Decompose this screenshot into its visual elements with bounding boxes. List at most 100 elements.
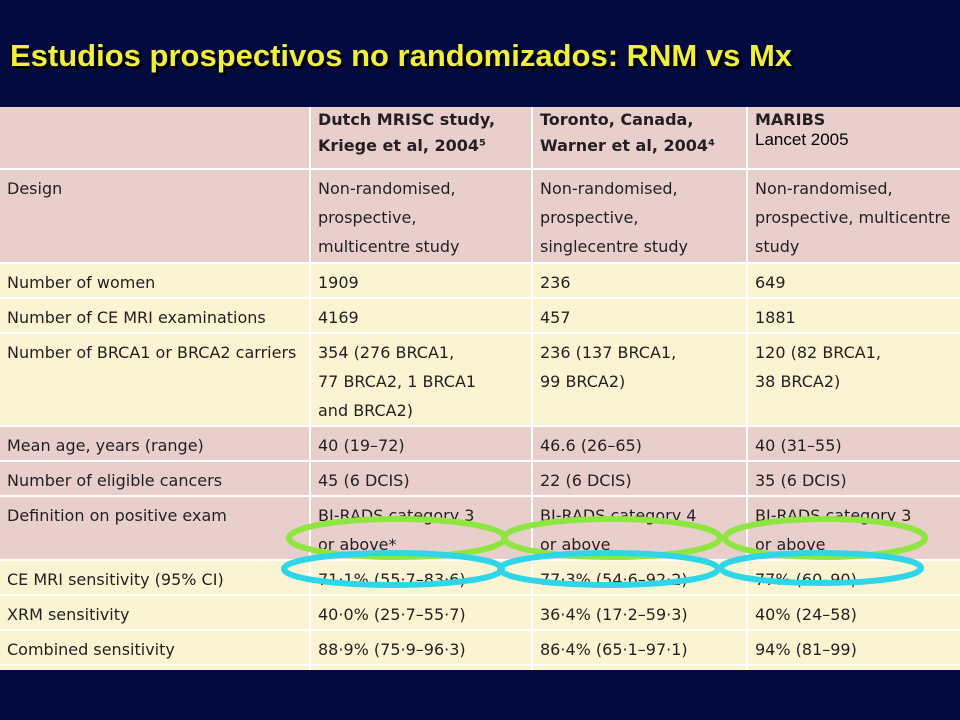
cell-line: 77 BRCA2, 1 BRCA1: [318, 372, 477, 391]
cell-line: 40 (31–55): [755, 436, 842, 455]
table-cell: 236 (137 BRCA1, 99 BRCA2): [531, 333, 747, 427]
cell-line: singlecentre study: [540, 237, 688, 256]
cell-line: Warner et al, 2004⁴: [540, 136, 716, 155]
table-cell: 354 (276 BRCA1, 77 BRCA2, 1 BRCA1 and BRCA…: [309, 333, 532, 427]
table-row: Mean age, years (range) 40 (19–72) 46.6 (2…: [0, 426, 960, 462]
cell-line: 77·3% (54·6–92·2): [540, 570, 688, 589]
table-row: XRM sensitivity 40·0% (25·7–55·7) 36·4% (1…: [0, 595, 960, 631]
cell-line: Kriege et al, 2004⁵: [318, 136, 487, 155]
table-cell: 77·3% (54·6–92·2): [531, 560, 747, 596]
cell-line: or above*: [318, 535, 397, 554]
table-row: Number of CE MRI examinations 4169 457 1881: [0, 298, 960, 334]
cell-line: XRM sensitivity: [7, 605, 130, 624]
cell-line: Number of women: [7, 273, 156, 292]
table-row: Definition on positive exam BI-RADS categ…: [0, 496, 960, 561]
table-row: CE MRI specificity89·8% (88·9–90·7)95·4%…: [0, 665, 960, 670]
table-cell: 40% (24–58): [746, 595, 960, 631]
cell-line: 1881: [755, 308, 796, 327]
cell-line: 649: [755, 273, 786, 292]
cell-line: Design: [7, 179, 63, 198]
cell-line: 36·4% (17·2–59·3): [540, 605, 688, 624]
cell-line: 236 (137 BRCA1,: [540, 343, 677, 362]
cell-line: Non-randomised,: [755, 179, 893, 198]
table-cell: 22 (6 DCIS): [531, 461, 747, 497]
table-cell: 35 (6 DCIS): [746, 461, 960, 497]
table-cell: 120 (82 BRCA1, 38 BRCA2): [746, 333, 960, 427]
table-cell: 88·9% (75·9–96·3): [309, 630, 532, 666]
cell-line: 94% (81–99): [755, 640, 857, 659]
row-label-cell: Definition on positive exam: [0, 496, 310, 561]
cell-line: Number of BRCA1 or BRCA2 carriers: [7, 343, 297, 362]
cell-line: 45 (6 DCIS): [318, 471, 410, 490]
cell-line: 120 (82 BRCA1,: [755, 343, 881, 362]
cell-line: 1909: [318, 273, 359, 292]
cell-line: study: [755, 237, 800, 256]
cell-line: BI-RADS category 3: [755, 506, 912, 525]
cell-line: 38 BRCA2): [755, 372, 841, 391]
cell-line: Number of eligible cancers: [7, 471, 223, 490]
table-cell: 89·8% (88·9–90·7): [309, 665, 532, 670]
cell-line: 99 BRCA2): [540, 372, 626, 391]
table-cell: 36·4% (17·2–59·3): [531, 595, 747, 631]
cell-line: or above: [540, 535, 611, 554]
column-header: [0, 107, 310, 170]
cell-line: prospective,: [540, 208, 639, 227]
cell-line: Toronto, Canada,: [540, 110, 694, 129]
table-cell: Non-randomised, prospective, singlecentre …: [531, 169, 747, 264]
table-cell: 95·4% (93·0–97·2): [531, 665, 747, 670]
cell-line: Dutch MRISC study,: [318, 110, 496, 129]
table-cell: 86·4% (65·1–97·1): [531, 630, 747, 666]
row-label-cell: Number of CE MRI examinations: [0, 298, 310, 334]
cell-line: 457: [540, 308, 571, 327]
cell-line: 77% (60–90): [755, 570, 857, 589]
table-row: Design Non-randomised, prospective, multice…: [0, 169, 960, 264]
cell-line: BI-RADS category 4: [540, 506, 697, 525]
cell-line: prospective,: [318, 208, 417, 227]
row-label-cell: Mean age, years (range): [0, 426, 310, 462]
cell-line: 88·9% (75·9–96·3): [318, 640, 466, 659]
cell-line: 71·1% (55·7–83·6): [318, 570, 466, 589]
cell-line: 22 (6 DCIS): [540, 471, 632, 490]
column-header: Toronto, Canada, Warner et al, 2004⁴: [531, 107, 747, 170]
cell-line: 354 (276 BRCA1,: [318, 343, 455, 362]
cell-line: Number of CE MRI examinations: [7, 308, 266, 327]
cell-line: multicentre study: [318, 237, 460, 256]
column-header: MARIBS Lancet 2005: [746, 107, 960, 170]
table-cell: 4169: [309, 298, 532, 334]
cell-line: 86·4% (65·1–97·1): [540, 640, 688, 659]
cell-line: Definition on positive exam: [7, 506, 227, 525]
table-cell: 1909: [309, 263, 532, 299]
table-cell: 94% (81–99): [746, 630, 960, 666]
row-label-cell: Number of BRCA1 or BRCA2 carriers: [0, 333, 310, 427]
column-header: Dutch MRISC study, Kriege et al, 2004⁵: [309, 107, 532, 170]
cell-line: 40 (19–72): [318, 436, 405, 455]
cell-line: and BRCA2): [318, 401, 414, 420]
comparison-table: Dutch MRISC study, Kriege et al, 2004⁵ Tor…: [0, 107, 960, 670]
table-row: Number of eligible cancers 45 (6 DCIS) 22 …: [0, 461, 960, 497]
table-cell: 77% (60–90): [746, 560, 960, 596]
cell-line: Mean age, years (range): [7, 436, 204, 455]
comparison-table-image: Dutch MRISC study, Kriege et al, 2004⁵ Tor…: [0, 107, 960, 670]
table-cell: 40·0% (25·7–55·7): [309, 595, 532, 631]
cell-line: BI-RADS category 3: [318, 506, 475, 525]
table-cell: 649: [746, 263, 960, 299]
cell-line: 4169: [318, 308, 359, 327]
table-cell: 45 (6 DCIS): [309, 461, 532, 497]
table-cell: 457: [531, 298, 747, 334]
cell-line: Combined sensitivity: [7, 640, 175, 659]
table-cell: 81% (80–83): [746, 665, 960, 670]
table-cell: 71·1% (55·7–83·6): [309, 560, 532, 596]
table-cell: 40 (31–55): [746, 426, 960, 462]
table-cell: BI-RADS category 3 or above: [746, 496, 960, 561]
cell-line: or above: [755, 535, 826, 554]
row-label-cell: Combined sensitivity: [0, 630, 310, 666]
row-label-cell: XRM sensitivity: [0, 595, 310, 631]
cell-line: 236: [540, 273, 571, 292]
table-row: Number of BRCA1 or BRCA2 carriers 354 (27…: [0, 333, 960, 427]
row-label-cell: CE MRI sensitivity (95% CI): [0, 560, 310, 596]
table-row: CE MRI sensitivity (95% CI) 71·1% (55·7–8…: [0, 560, 960, 596]
row-label-cell: Number of eligible cancers: [0, 461, 310, 497]
cell-line: Non-randomised,: [318, 179, 456, 198]
row-label-cell: Design: [0, 169, 310, 264]
table-cell: BI-RADS category 3 or above*: [309, 496, 532, 561]
